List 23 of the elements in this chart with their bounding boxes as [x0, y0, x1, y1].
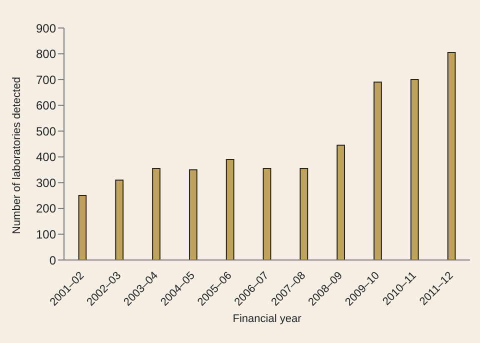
y-tick-label: 300: [36, 176, 56, 190]
bar: [188, 169, 198, 260]
y-tick-label: 500: [36, 124, 56, 138]
y-axis-title: Number of laboratories detected: [10, 76, 23, 234]
bar: [152, 168, 160, 260]
bar: [447, 52, 456, 260]
bar: [300, 168, 308, 260]
y-tick-label: 900: [36, 21, 56, 36]
bar: [78, 195, 87, 260]
y-tick-label: 200: [36, 202, 56, 216]
y-tick-label: 100: [36, 227, 56, 242]
x-axis-title: Financial year: [232, 313, 302, 325]
y-tick-label: 400: [36, 150, 56, 164]
bar: [262, 168, 272, 260]
bar: [115, 180, 124, 260]
y-tick-label: 800: [36, 47, 56, 62]
y-tick-label: 0: [49, 253, 56, 268]
bar: [410, 79, 419, 260]
bar: [336, 144, 346, 260]
y-tick-label: 700: [36, 72, 56, 87]
bar: [374, 82, 382, 260]
bar: [226, 158, 234, 260]
y-tick-label: 600: [36, 98, 56, 113]
